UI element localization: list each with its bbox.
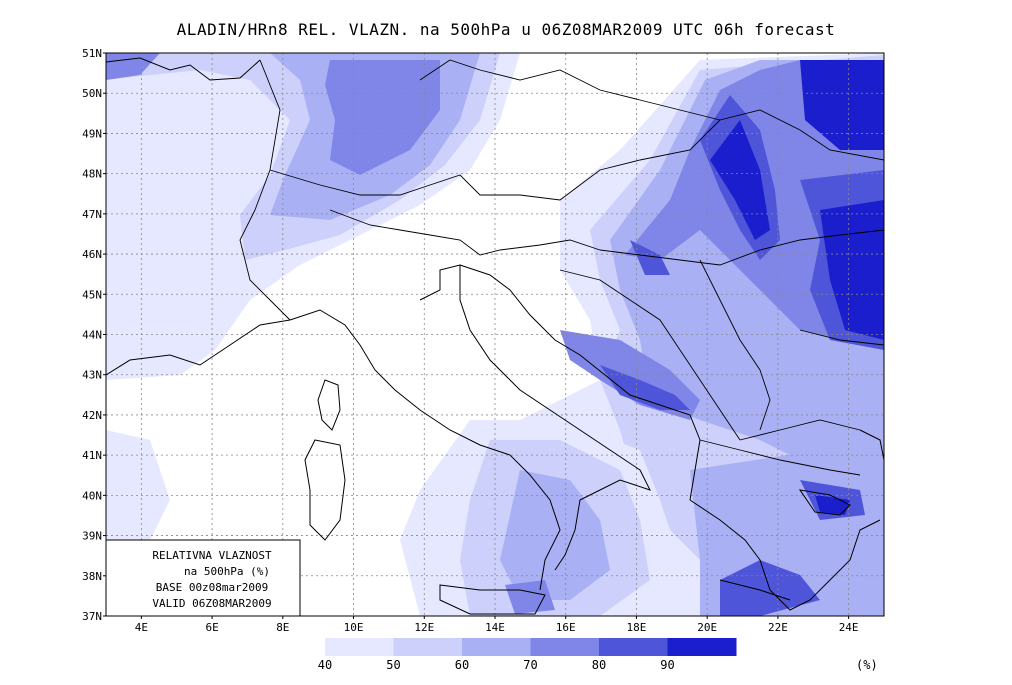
- colorbar-label: 80: [592, 658, 606, 672]
- lat-tick-label: 38N: [82, 570, 102, 583]
- info-line-3: BASE 00z08mar2009: [156, 581, 269, 594]
- colorbar-swatch: [667, 638, 737, 656]
- lon-tick-label: 18E: [627, 621, 647, 634]
- lat-tick-label: 50N: [82, 87, 102, 100]
- colorbar-swatch: [599, 638, 668, 656]
- lat-tick-label: 42N: [82, 409, 102, 422]
- lat-tick-label: 49N: [82, 127, 102, 140]
- lat-tick-label: 44N: [82, 329, 102, 342]
- lat-tick-label: 48N: [82, 168, 102, 181]
- lat-tick-label: 45N: [82, 288, 102, 301]
- colorbar-label: 60: [455, 658, 469, 672]
- lon-tick-label: 4E: [135, 621, 148, 634]
- lon-tick-label: 16E: [556, 621, 576, 634]
- country-borders: [239, 59, 884, 476]
- lon-tick-label: 12E: [414, 621, 434, 634]
- lat-tick-label: 51N: [82, 47, 102, 60]
- lat-tick-label: 39N: [82, 530, 102, 543]
- lon-tick-label: 20E: [697, 621, 717, 634]
- gridlines: [106, 53, 884, 616]
- info-line-4: VALID 06Z08MAR2009: [152, 597, 271, 610]
- colorbar-label: 50: [386, 658, 400, 672]
- lon-tick-label: 6E: [205, 621, 218, 634]
- longitude-labels: 4E 6E 8E 10E 12E 14E 16E 18E 20E 22E 24E: [135, 616, 859, 634]
- lat-tick-label: 46N: [82, 248, 102, 261]
- lon-tick-label: 22E: [768, 621, 788, 634]
- lat-tick-label: 43N: [82, 369, 102, 382]
- info-line-2: na 500hPa (%): [184, 565, 270, 578]
- lat-tick-label: 40N: [82, 489, 102, 502]
- lat-tick-label: 37N: [82, 610, 102, 623]
- latitude-labels: 51N 50N 49N 48N 47N 46N 45N 44N 43N 42N 41N 40N 39N 3…: [82, 47, 106, 623]
- colorbar-swatch: [393, 638, 463, 656]
- colorbar-swatch: [325, 638, 394, 656]
- colorbar-swatch: [530, 638, 600, 656]
- lon-tick-label: 24E: [839, 621, 859, 634]
- humidity-shading: [106, 53, 884, 616]
- page-title: ALADIN/HRn8 REL. VLAZN. na 500hPa u 06Z0…: [176, 20, 836, 39]
- colorbar-label: 70: [523, 658, 537, 672]
- lon-tick-label: 10E: [344, 621, 364, 634]
- colorbar-swatch: [462, 638, 531, 656]
- lon-tick-label: 14E: [485, 621, 505, 634]
- info-line-1: RELATIVNA VLAZNOST: [152, 549, 272, 562]
- info-box: RELATIVNA VLAZNOST na 500hPa (%) BASE 00…: [105, 539, 301, 617]
- lon-tick-label: 8E: [276, 621, 289, 634]
- colorbar: 40 50 60 70 80 90: [318, 638, 737, 672]
- colorbar-unit: (%): [856, 658, 878, 672]
- lat-tick-label: 47N: [82, 208, 102, 221]
- colorbar-label: 40: [318, 658, 332, 672]
- colorbar-label: 90: [660, 658, 674, 672]
- lat-tick-label: 41N: [82, 449, 102, 462]
